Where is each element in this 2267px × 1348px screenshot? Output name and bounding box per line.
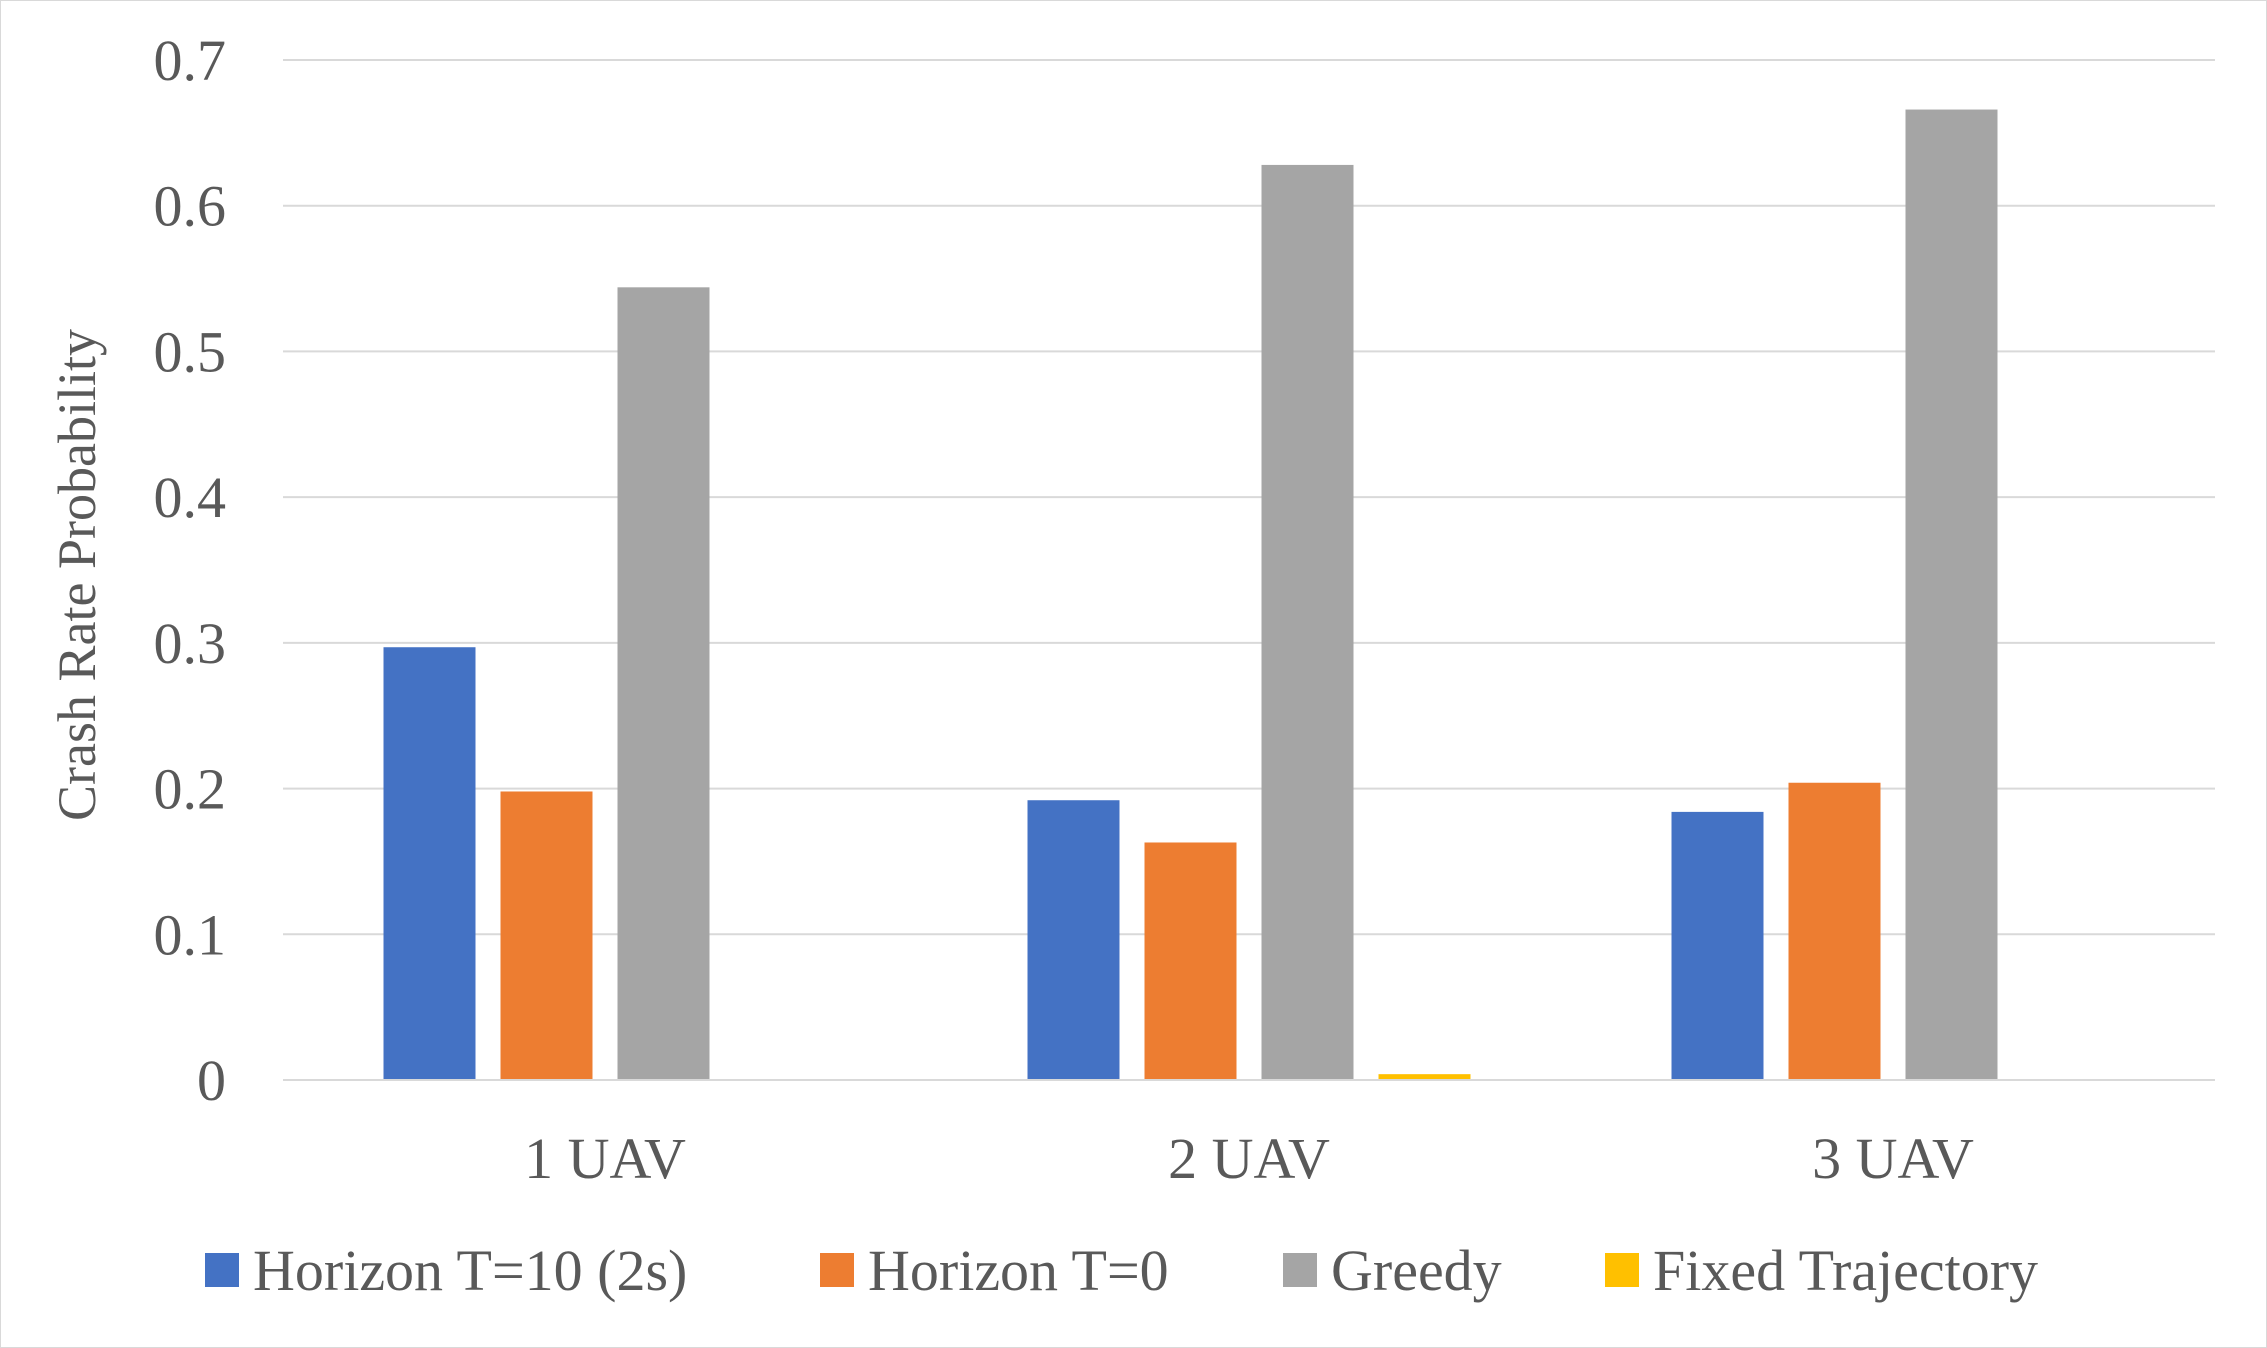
bar-horizon-t-0-2 (1144, 842, 1237, 1080)
x-axis-ticks: 1 UAV 2 UAV 3 UAV (524, 1126, 1974, 1191)
bar-fixed-trajectory-2 (1378, 1074, 1471, 1080)
legend: Horizon T=10 (2s) Horizon T=0 Greedy Fixed … (205, 1238, 2038, 1303)
y-tick-label: 0.4 (154, 465, 227, 530)
y-tick-label: 0.6 (154, 174, 227, 239)
y-tick-label: 0.5 (154, 319, 227, 384)
gridlines (283, 59, 2215, 936)
bar-horizon-t-0-3 (1788, 782, 1881, 1080)
legend-label: Horizon T=10 (2s) (253, 1238, 687, 1303)
legend-swatch (1605, 1253, 1639, 1287)
x-tick-label: 3 UAV (1812, 1126, 1974, 1191)
y-tick-label: 0.1 (154, 902, 227, 967)
legend-label: Horizon T=0 (868, 1238, 1169, 1303)
y-tick-label: 0.2 (154, 757, 227, 822)
bar-greedy-3 (1905, 109, 1998, 1081)
y-axis-title: Crash Rate Probability (47, 329, 107, 821)
y-axis-ticks: 0 0.1 0.2 0.3 0.4 0.5 0.6 0.7 (154, 28, 227, 1113)
legend-label: Fixed Trajectory (1653, 1238, 2038, 1303)
bar-horizon-t-10-2s--3 (1671, 811, 1764, 1080)
legend-swatch (820, 1253, 854, 1287)
bar-horizon-t-0-1 (500, 791, 593, 1080)
legend-label: Greedy (1331, 1238, 1502, 1303)
legend-swatch (1283, 1253, 1317, 1287)
x-tick-label: 2 UAV (1168, 1126, 1330, 1191)
bar-horizon-t-10-2s--2 (1027, 800, 1120, 1080)
bars (383, 109, 1998, 1081)
y-tick-label: 0 (197, 1048, 226, 1113)
bar-greedy-2 (1261, 164, 1354, 1080)
bar-horizon-t-10-2s--1 (383, 647, 476, 1080)
bar-greedy-1 (617, 287, 710, 1080)
legend-swatch (205, 1253, 239, 1287)
y-tick-label: 0.7 (154, 28, 227, 93)
x-tick-label: 1 UAV (524, 1126, 686, 1191)
y-tick-label: 0.3 (154, 611, 227, 676)
